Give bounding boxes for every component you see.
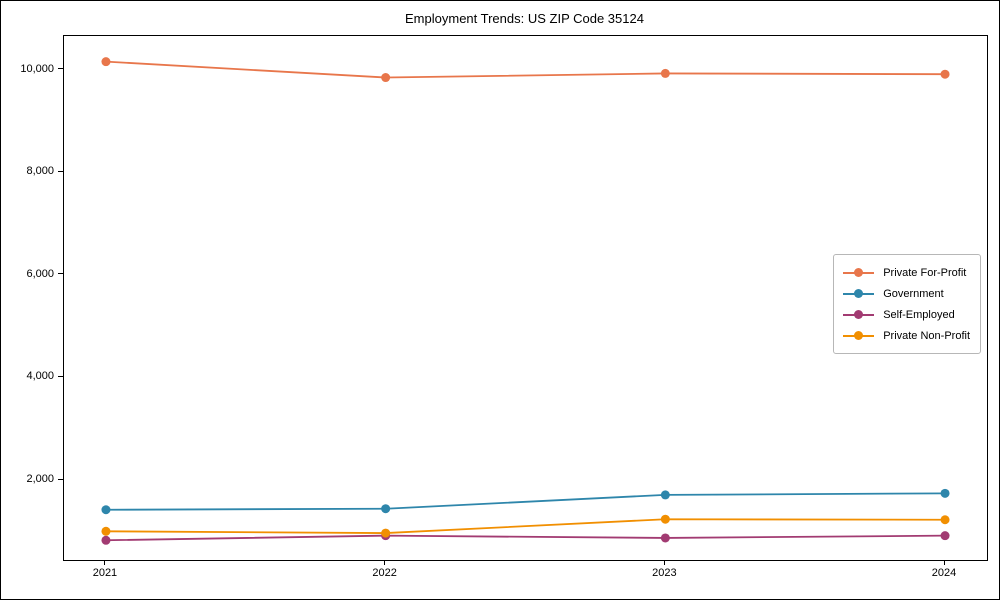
y-tick-label: 6,000 — [26, 267, 54, 280]
y-tick-label: 8,000 — [26, 165, 54, 178]
data-point — [940, 515, 950, 525]
series-line-1 — [105, 492, 946, 511]
data-point — [660, 533, 670, 543]
y-tick-mark — [58, 273, 63, 275]
legend-marker-icon — [843, 267, 875, 278]
x-tick-mark — [384, 560, 386, 565]
series-line-2 — [105, 534, 946, 542]
x-tick-label: 2023 — [652, 567, 677, 579]
chart-title: Employment Trends: US ZIP Code 35124 — [405, 11, 644, 26]
series-line-3 — [105, 518, 946, 534]
x-tick-mark — [104, 560, 106, 565]
data-point — [940, 69, 950, 79]
y-tick-label: 10,000 — [20, 62, 54, 75]
data-point — [101, 526, 111, 536]
legend-label: Government — [883, 287, 944, 300]
data-point — [381, 504, 391, 514]
legend-marker-icon — [843, 288, 875, 299]
legend-item: Private Non-Profit — [843, 325, 970, 346]
legend-item: Government — [843, 283, 970, 304]
y-tick-mark — [58, 170, 63, 172]
y-tick-mark — [58, 375, 63, 377]
series-lines — [101, 57, 950, 545]
series-line-0 — [105, 60, 946, 79]
legend-label: Self-Employed — [883, 308, 955, 321]
data-point — [660, 490, 670, 500]
data-point — [381, 73, 391, 83]
legend-marker-icon — [843, 309, 875, 320]
data-point — [660, 68, 670, 78]
y-tick-label: 4,000 — [26, 370, 54, 383]
x-tick-mark — [663, 560, 665, 565]
data-point — [660, 514, 670, 524]
data-point — [101, 535, 111, 545]
data-point — [101, 505, 111, 515]
x-tick-label: 2024 — [931, 567, 957, 579]
plot-area: Private For-Profit Government Self-Employe… — [63, 35, 988, 561]
x-tick-mark — [943, 560, 945, 565]
legend-item: Private For-Profit — [843, 262, 970, 283]
y-tick-mark — [58, 68, 63, 70]
y-tick-mark — [58, 478, 63, 480]
legend-marker-icon — [843, 330, 875, 341]
y-tick-label: 2,000 — [26, 473, 54, 486]
data-point — [381, 528, 391, 538]
x-tick-label: 2021 — [92, 567, 118, 579]
legend-item: Self-Employed — [843, 304, 970, 325]
data-point — [940, 488, 950, 498]
legend-label: Private For-Profit — [883, 266, 967, 279]
legend: Private For-Profit Government Self-Employe… — [833, 254, 981, 354]
legend-label: Private Non-Profit — [883, 329, 970, 342]
data-point — [101, 57, 111, 67]
data-point — [940, 531, 950, 541]
x-tick-label: 2022 — [372, 567, 397, 579]
